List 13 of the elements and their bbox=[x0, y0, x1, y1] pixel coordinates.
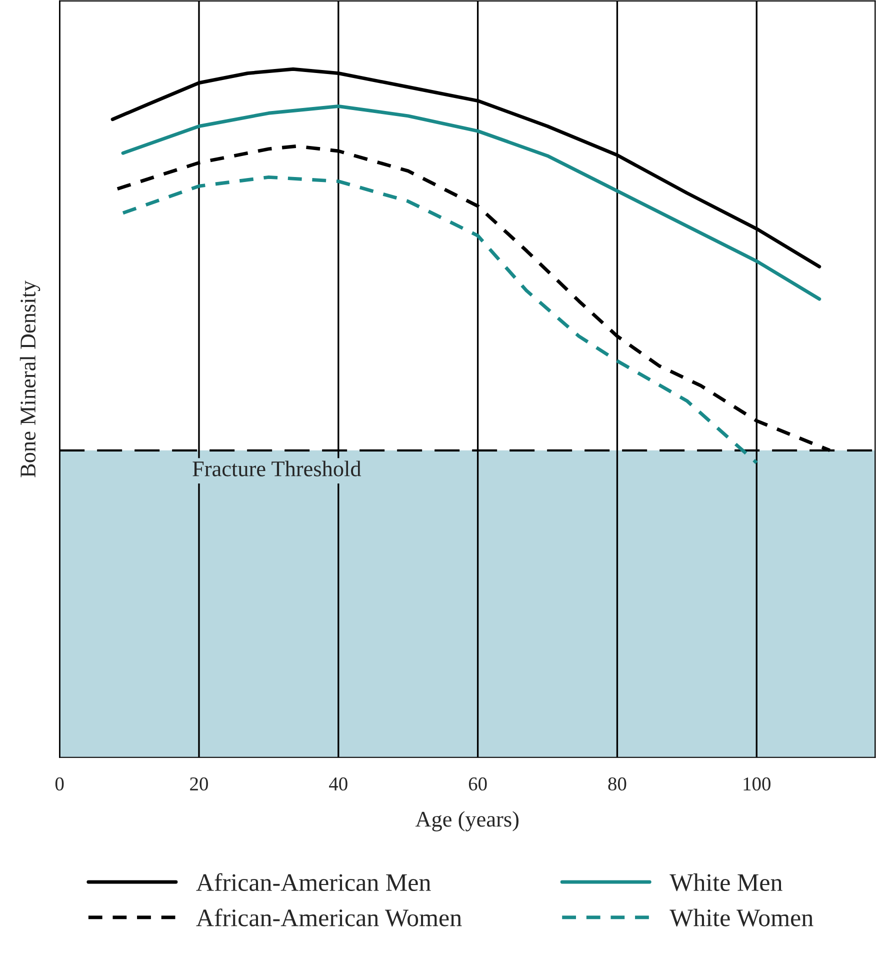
x-tick-label: 0 bbox=[55, 777, 64, 791]
y-axis-title: Bone Mineral Density bbox=[20, 280, 40, 478]
x-tick-label: 20 bbox=[190, 777, 208, 791]
legend-label: White Men bbox=[670, 873, 782, 892]
legend-label: White Women bbox=[670, 908, 814, 926]
x-tick-label: 60 bbox=[468, 777, 487, 791]
x-axis-title: Age (years) bbox=[415, 811, 518, 832]
x-tick-label: 40 bbox=[329, 777, 348, 791]
x-tick-label: 100 bbox=[744, 777, 770, 791]
legend-label: African-American Women bbox=[196, 908, 462, 926]
legend-label: African-American Men bbox=[196, 873, 431, 892]
ref-line-label: Fracture Threshold bbox=[192, 460, 362, 476]
x-tick-label: 80 bbox=[608, 777, 626, 791]
